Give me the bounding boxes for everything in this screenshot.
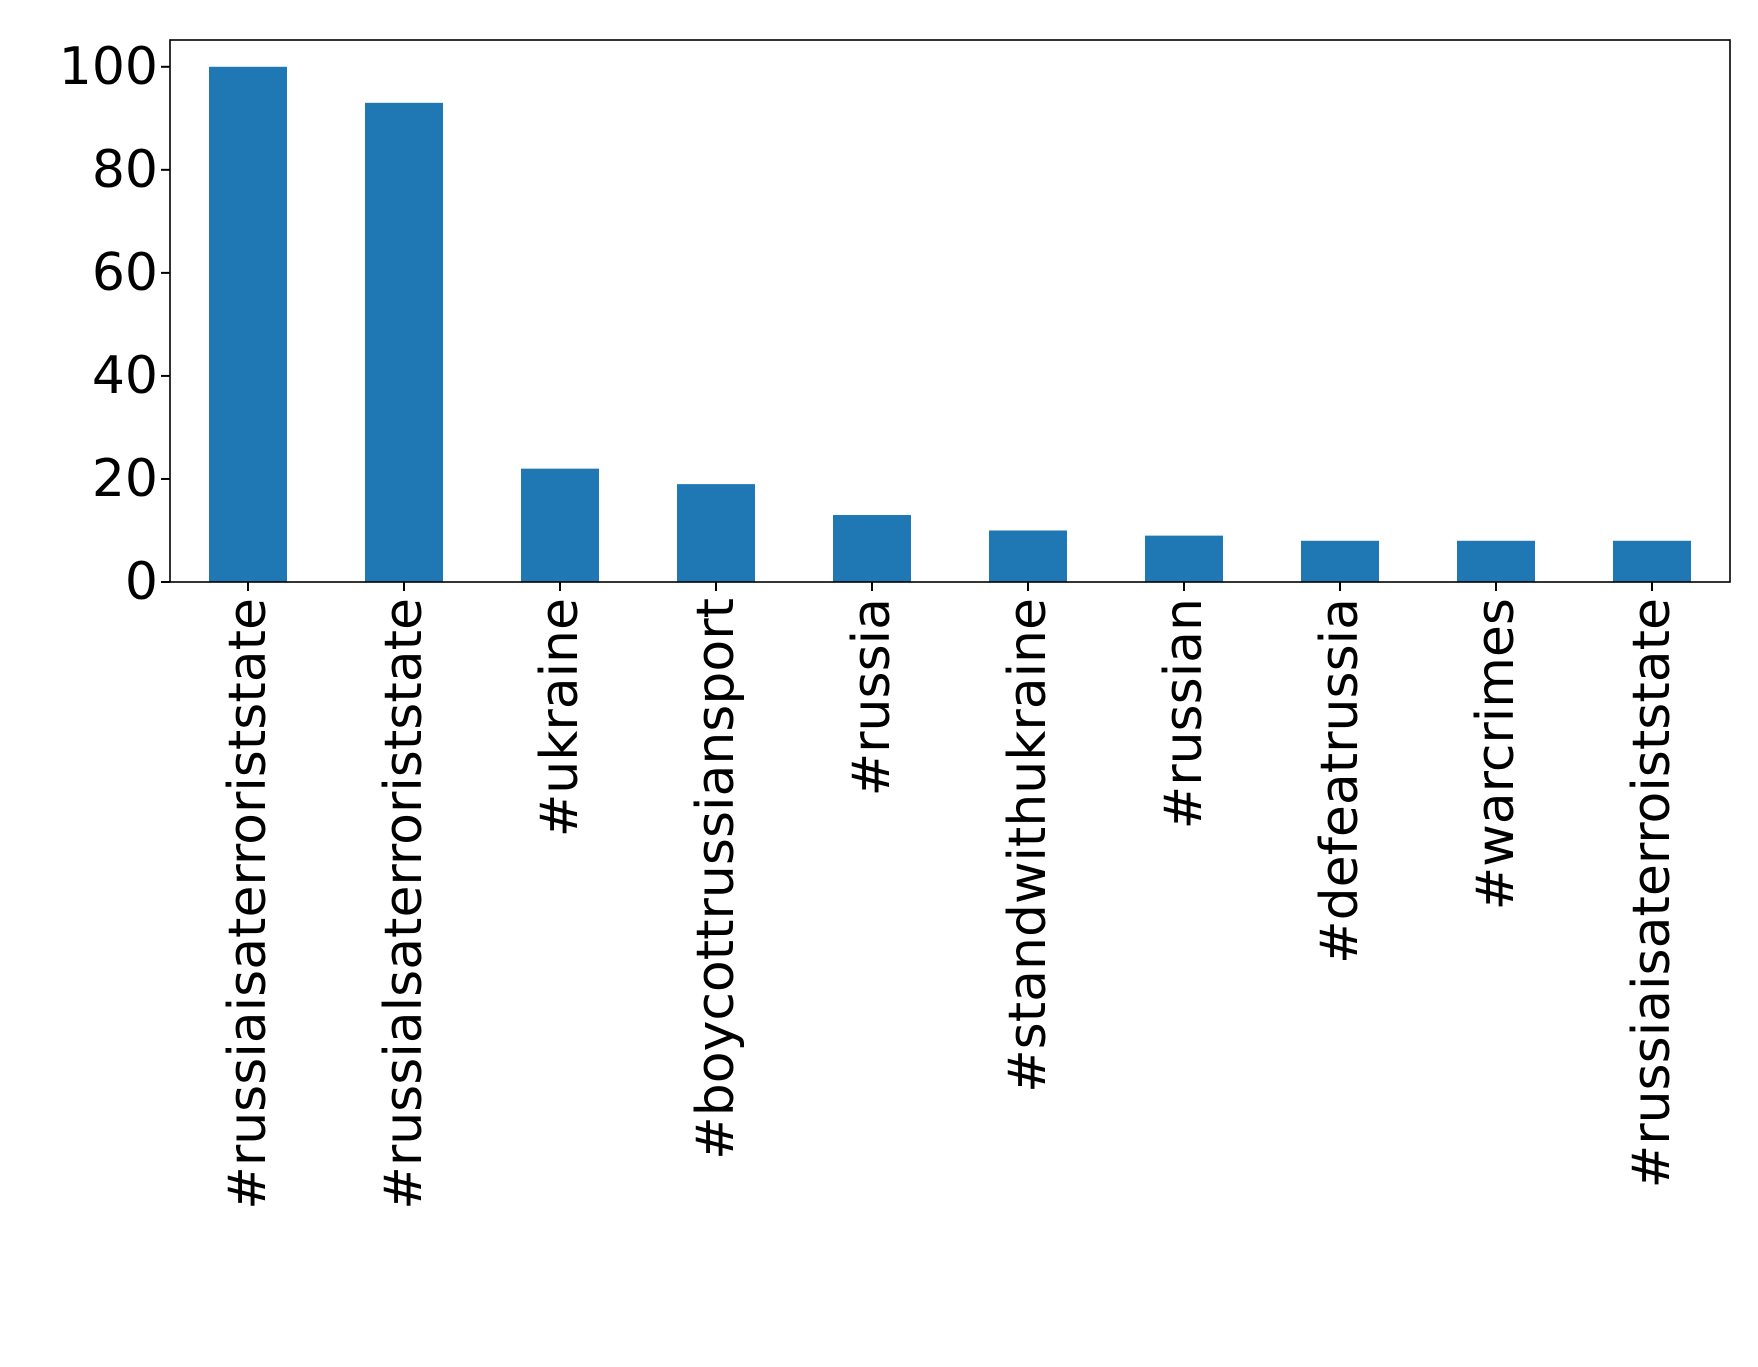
- y-tick-label-5: 100: [59, 37, 158, 97]
- x-tick-label-5: #standwithukraine: [998, 598, 1058, 1093]
- y-tick-label-1: 20: [92, 449, 158, 509]
- x-axis: #russiaisaterroriststate #russialsaterror…: [218, 582, 1682, 1210]
- bar-4: [833, 515, 911, 582]
- x-tick-label-8: #warcrimes: [1466, 598, 1526, 910]
- y-tick-label-0: 0: [125, 552, 158, 612]
- x-tick-label-4: #russia: [842, 598, 902, 796]
- x-tick-label-9: #russiaisaterroiststate: [1622, 598, 1682, 1188]
- x-tick-label-6: #russian: [1154, 598, 1214, 829]
- x-tick-label-7: #defeatrussia: [1310, 598, 1370, 964]
- bar-2: [521, 468, 599, 582]
- bar-7: [1301, 540, 1379, 582]
- bar-8: [1457, 540, 1535, 582]
- x-tick-label-1: #russialsaterroriststate: [374, 598, 434, 1210]
- bars-layer: [209, 66, 1691, 582]
- x-tick-label-3: #boycottrussiansport: [686, 598, 746, 1160]
- x-tick-label-0: #russiaisaterroriststate: [218, 598, 278, 1210]
- y-tick-label-2: 40: [92, 346, 158, 406]
- plot-frame: [169, 39, 1731, 583]
- bar-5: [989, 530, 1067, 582]
- bar-1: [365, 102, 443, 582]
- y-axis: 0 20 40 60 80 100: [59, 37, 170, 612]
- bar-3: [677, 484, 755, 582]
- x-tick-label-2: #ukraine: [530, 598, 590, 837]
- y-tick-label-4: 80: [92, 140, 158, 200]
- y-tick-label-3: 60: [92, 243, 158, 303]
- bar-0: [209, 66, 287, 582]
- bar-9: [1613, 540, 1691, 582]
- bar-6: [1145, 535, 1223, 582]
